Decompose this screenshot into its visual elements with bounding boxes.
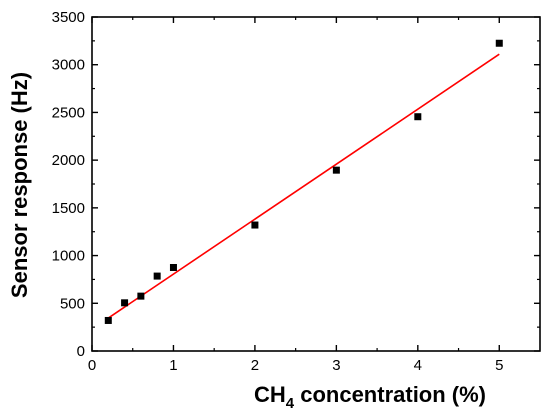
fit-line-group xyxy=(107,53,500,319)
data-point xyxy=(153,272,161,280)
x-tick-label: 2 xyxy=(251,357,259,374)
x-axis-title: CH4 concentration (%) xyxy=(254,382,486,412)
y-tick-label: 500 xyxy=(60,295,85,312)
data-point xyxy=(137,292,145,300)
x-axis-title-subscript: 4 xyxy=(286,395,295,412)
data-point xyxy=(121,299,129,307)
y-tick-label: 0 xyxy=(77,343,85,360)
data-point xyxy=(332,166,340,174)
y-tick-label: 1500 xyxy=(52,200,85,217)
y-axis-title: Sensor response (Hz) xyxy=(7,72,32,298)
data-point xyxy=(169,264,177,271)
y-tick-label: 2500 xyxy=(52,104,85,121)
data-point xyxy=(251,221,259,229)
x-tick-label: 5 xyxy=(495,357,503,374)
data-point xyxy=(495,39,503,47)
y-tick-label: 3500 xyxy=(52,9,85,26)
data-point xyxy=(104,316,112,324)
data-point xyxy=(414,113,422,121)
x-axis-title-main: CH xyxy=(254,382,286,407)
x-tick-label: 1 xyxy=(169,357,177,374)
plot-frame xyxy=(91,16,541,352)
x-tick-label: 4 xyxy=(414,357,422,374)
axis-ticks: 0 1 2 3 4 5 0 500 1000 1500 2000 2500 3000 3500 xyxy=(52,9,540,374)
data-markers xyxy=(104,39,503,324)
plot-area-border xyxy=(91,16,541,352)
y-tick-label: 3000 xyxy=(52,57,85,74)
x-tick-label: 3 xyxy=(332,357,340,374)
x-tick-label: 0 xyxy=(88,357,96,374)
y-tick-label: 2000 xyxy=(52,152,85,169)
fit-line xyxy=(107,53,500,319)
y-tick-label: 1000 xyxy=(52,248,85,265)
x-axis-title-rest: concentration (%) xyxy=(294,382,486,407)
